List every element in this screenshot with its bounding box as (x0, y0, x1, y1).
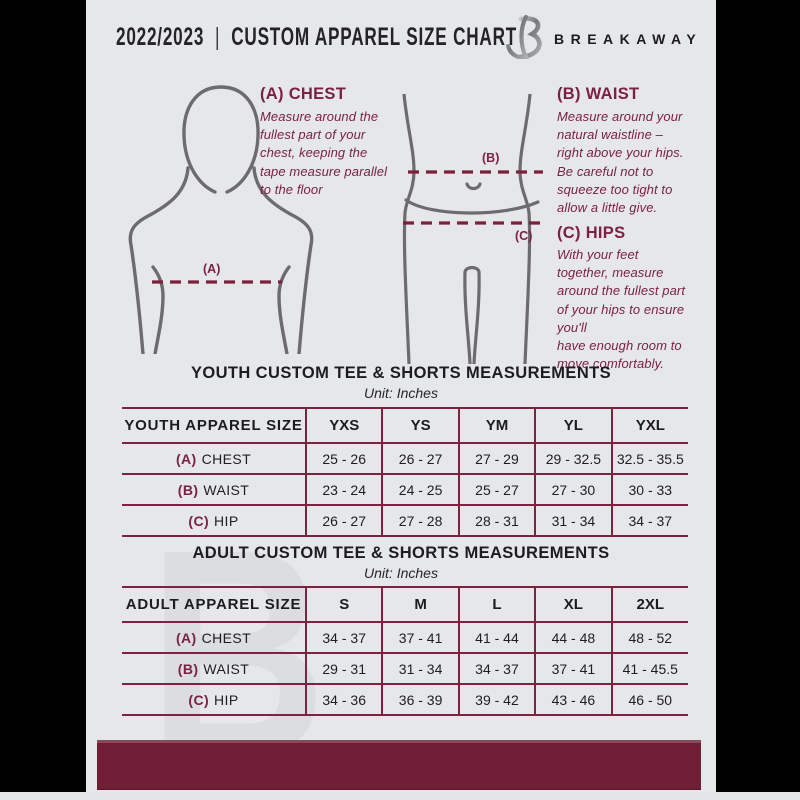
page-title: 2022/2023 | CUSTOM APPAREL SIZE CHART (116, 22, 518, 51)
table-cell: 26 - 27 (304, 504, 383, 537)
table-cell: 27 - 28 (381, 504, 459, 537)
table-cell: 48 - 52 (610, 621, 688, 653)
table-cell: 23 - 24 (304, 473, 383, 505)
table-cell: 24 - 25 (381, 473, 459, 505)
table-cell: 27 - 30 (534, 473, 612, 505)
row-label-prefix: (A) (175, 629, 197, 646)
adult-size-column-header: ADULT APPAREL SIZE (122, 586, 306, 622)
chest-section-body: Measure around the fullest part of your … (260, 109, 388, 197)
title-year: 2022/2023 (116, 22, 205, 51)
chest-diagram-label: (A) (203, 262, 221, 276)
row-label: (C) HIP (122, 683, 306, 716)
row-label-text: CHEST (201, 450, 252, 467)
row-label-text: CHEST (201, 629, 252, 646)
table-cell: 34 - 37 (457, 652, 536, 684)
hips-diagram-label: (C) (515, 229, 533, 243)
table-cell: 43 - 46 (534, 683, 612, 716)
table-cell: 30 - 33 (610, 473, 688, 505)
table-cell: 25 - 26 (304, 442, 383, 474)
table-cell: 29 - 32.5 (534, 442, 612, 474)
hips-section-heading: (C) HIPS (557, 224, 626, 242)
size-header-s: S (304, 586, 383, 622)
youth-size-table: YOUTH APPAREL SIZE YXS YS YM YL YXL (A) C… (122, 407, 688, 537)
table-cell: 31 - 34 (534, 504, 612, 537)
row-label-text: WAIST (203, 660, 250, 677)
page-bottom-edge (0, 792, 800, 800)
size-header-yxl: YXL (610, 407, 688, 443)
row-label: (B) WAIST (122, 652, 306, 684)
table-cell: 39 - 42 (457, 683, 536, 716)
row-label-prefix: (B) (177, 481, 199, 498)
adult-hip-row: (C) HIP 34 - 36 36 - 39 39 - 42 43 - 46 4… (122, 683, 688, 716)
table-cell: 36 - 39 (381, 683, 459, 716)
row-label-prefix: (B) (177, 660, 199, 677)
youth-hip-row: (C) HIP 26 - 27 27 - 28 28 - 31 31 - 34 3… (122, 504, 688, 537)
row-label-text: HIP (214, 512, 239, 529)
footer-accent-bar (97, 740, 701, 790)
row-label: (B) WAIST (122, 473, 306, 505)
size-header-ys: YS (381, 407, 459, 443)
table-cell: 31 - 34 (381, 652, 459, 684)
table-cell: 41 - 44 (457, 621, 536, 653)
adult-waist-row: (B) WAIST 29 - 31 31 - 34 34 - 37 37 - 41… (122, 652, 688, 684)
adult-table-unit: Unit: Inches (364, 565, 438, 581)
youth-table-unit: Unit: Inches (364, 385, 438, 401)
youth-chest-row: (A) CHEST 25 - 26 26 - 27 27 - 29 29 - 32… (122, 442, 688, 474)
table-cell: 25 - 27 (457, 473, 536, 505)
size-header-xl: XL (534, 586, 612, 622)
adult-table-title: ADULT CUSTOM TEE & SHORTS MEASUREMENTS (192, 544, 610, 562)
waist-diagram-label: (B) (482, 151, 500, 165)
table-cell: 32.5 - 35.5 (610, 442, 688, 474)
youth-header-row: YOUTH APPAREL SIZE YXS YS YM YL YXL (122, 407, 688, 443)
table-cell: 46 - 50 (610, 683, 688, 716)
size-header-ym: YM (457, 407, 536, 443)
table-cell: 37 - 41 (381, 621, 459, 653)
size-chart-page: B 2022/2023 | CUSTOM APPAREL SIZE CHART … (86, 0, 716, 800)
youth-table-title: YOUTH CUSTOM TEE & SHORTS MEASUREMENTS (190, 364, 612, 382)
waist-section-heading: (B) WAIST (557, 85, 640, 103)
table-cell: 34 - 37 (304, 621, 383, 653)
table-cell: 34 - 37 (610, 504, 688, 537)
size-header-2xl: 2XL (610, 586, 688, 622)
size-header-m: M (381, 586, 459, 622)
title-divider: | (215, 22, 221, 51)
row-label-prefix: (C) (188, 512, 210, 529)
youth-waist-row: (B) WAIST 23 - 24 24 - 25 25 - 27 27 - 30… (122, 473, 688, 505)
adult-chest-row: (A) CHEST 34 - 37 37 - 41 41 - 44 44 - 48… (122, 621, 688, 653)
row-label-text: HIP (214, 691, 239, 708)
size-header-l: L (457, 586, 536, 622)
table-cell: 28 - 31 (457, 504, 536, 537)
brand-name: BREAKAWAY (554, 31, 703, 47)
adult-header-row: ADULT APPAREL SIZE S M L XL 2XL (122, 586, 688, 622)
hips-section-body: With your feet together, measure around … (557, 247, 686, 372)
size-header-yl: YL (534, 407, 612, 443)
upper-body-outline-icon (128, 85, 314, 354)
row-label-prefix: (A) (175, 450, 197, 467)
lower-body-outline-icon (402, 94, 547, 364)
breakaway-b-logo-icon (506, 15, 542, 59)
title-text: CUSTOM APPAREL SIZE CHART (231, 22, 518, 51)
waist-section-body: Measure around your natural waistline – … (557, 109, 684, 215)
size-header-yxs: YXS (304, 407, 383, 443)
table-cell: 29 - 31 (304, 652, 383, 684)
table-cell: 44 - 48 (534, 621, 612, 653)
row-label: (A) CHEST (122, 442, 306, 474)
youth-size-column-header: YOUTH APPAREL SIZE (122, 407, 306, 443)
table-cell: 27 - 29 (457, 442, 536, 474)
table-cell: 26 - 27 (381, 442, 459, 474)
chest-section-heading: (A) CHEST (260, 85, 347, 103)
row-label: (C) HIP (122, 504, 306, 537)
adult-size-table: ADULT APPAREL SIZE S M L XL 2XL (A) CHEST… (122, 586, 688, 716)
row-label: (A) CHEST (122, 621, 306, 653)
table-cell: 34 - 36 (304, 683, 383, 716)
row-label-prefix: (C) (188, 691, 210, 708)
table-cell: 37 - 41 (534, 652, 612, 684)
table-cell: 41 - 45.5 (610, 652, 688, 684)
row-label-text: WAIST (203, 481, 250, 498)
